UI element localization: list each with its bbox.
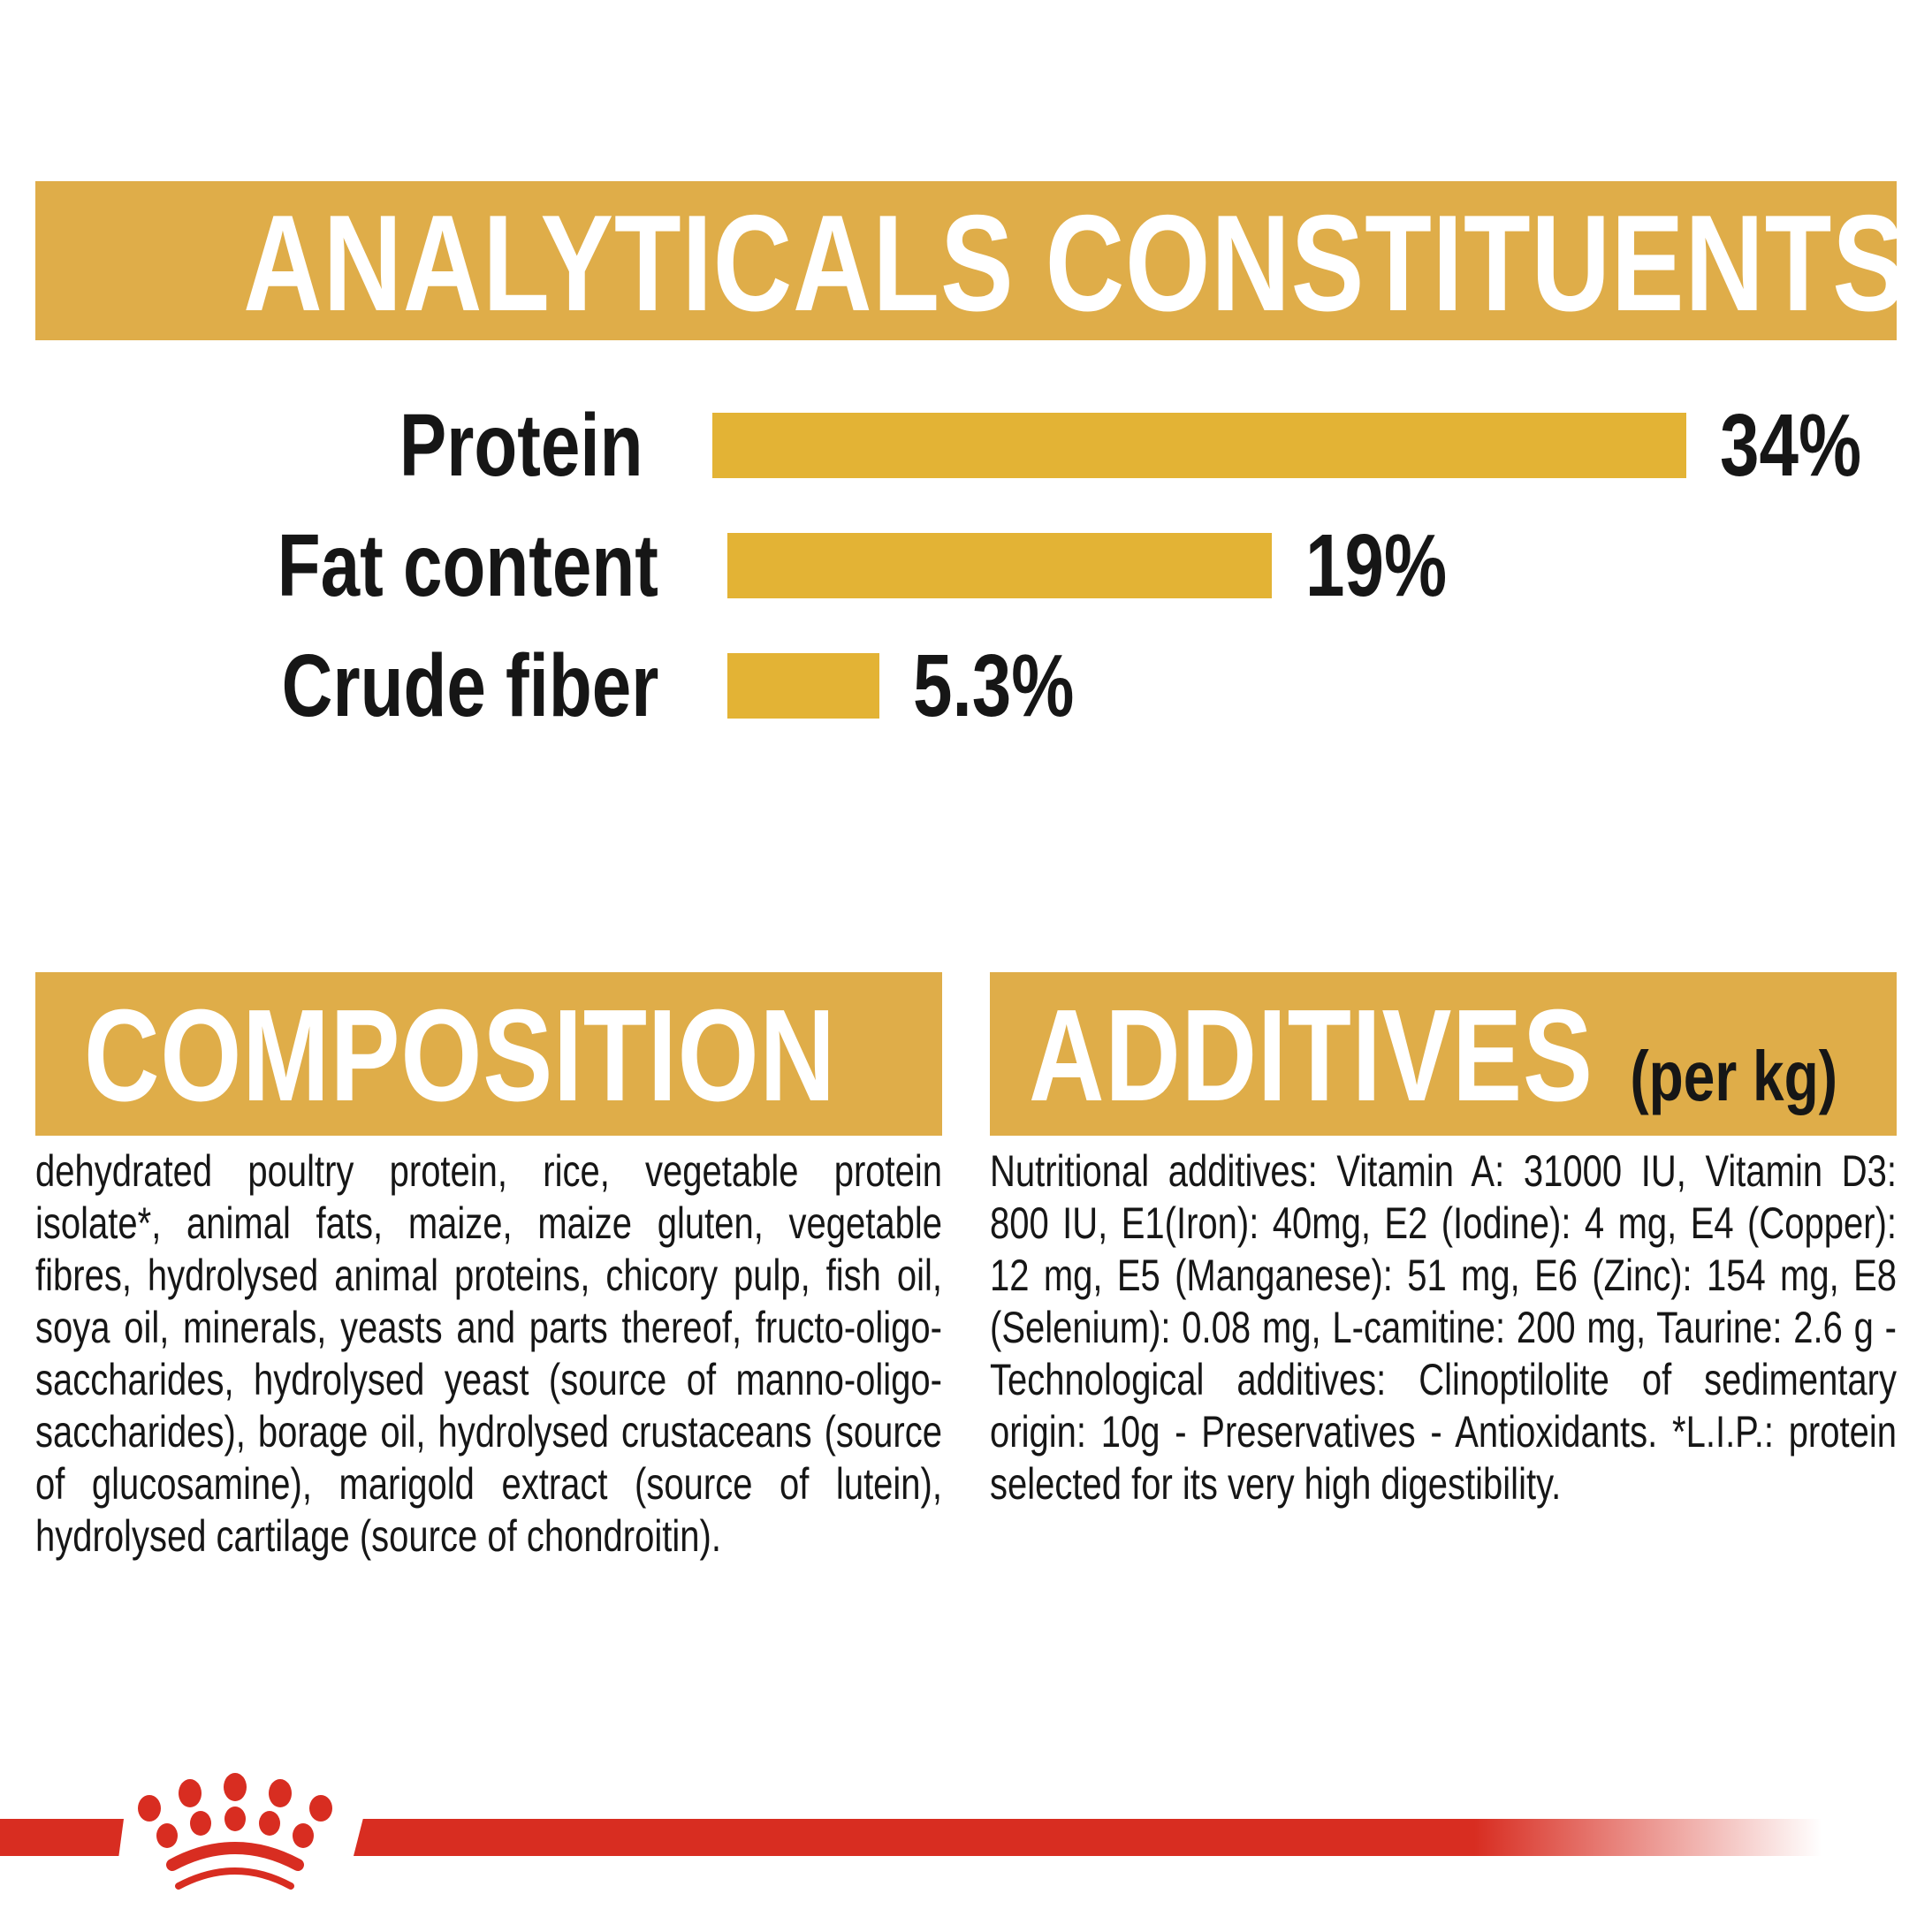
additives-text: Nutritional additives: Vitamin A: 31000 … bbox=[990, 1146, 1897, 1509]
bar-value-label: 19% bbox=[1305, 516, 1448, 615]
bar-track: 34% bbox=[711, 396, 1897, 495]
bar bbox=[727, 653, 879, 719]
bar-row: Crude fiber 5.3% bbox=[35, 636, 1897, 735]
bar-row: Protein 34% bbox=[35, 396, 1897, 495]
bar bbox=[711, 413, 1686, 478]
bar-value-label: 5.3% bbox=[913, 636, 1075, 735]
composition-title: COMPOSITION bbox=[84, 983, 836, 1129]
bar-value-label: 34% bbox=[1719, 396, 1861, 495]
composition-banner: COMPOSITION bbox=[35, 972, 942, 1136]
additives-banner: ADDITIVES (per kg) bbox=[990, 972, 1897, 1136]
analyticals-title: ANALYTICALS CONSTITUENTS bbox=[243, 186, 1906, 339]
bar bbox=[727, 533, 1272, 598]
analyticals-bar-chart: Protein 34% Fat content 19% Crude fiber 5.3% bbox=[35, 396, 1897, 773]
bar-category-label: Crude fiber bbox=[281, 636, 658, 735]
additives-paragraph: Nutritional additives: Vitamin A: 31000 … bbox=[990, 1145, 1897, 1510]
bar-track: 5.3% bbox=[727, 636, 1897, 735]
composition-text: dehydrated poultry protein, rice, vegeta… bbox=[35, 1146, 942, 1561]
bar-row: Fat content 19% bbox=[35, 516, 1897, 615]
composition-paragraph: dehydrated poultry protein, rice, vegeta… bbox=[35, 1145, 942, 1563]
additives-title-group: ADDITIVES (per kg) bbox=[990, 972, 1837, 1181]
bar-track: 19% bbox=[727, 516, 1897, 615]
royal-canin-crown-icon bbox=[138, 1773, 332, 1890]
red-divider-right bbox=[354, 1819, 1932, 1856]
additives-subtitle: (per kg) bbox=[1630, 1037, 1838, 1115]
analyticals-banner: ANALYTICALS CONSTITUENTS bbox=[35, 181, 1905, 340]
bar-category-label: Protein bbox=[399, 396, 643, 495]
additives-title: ADDITIVES bbox=[1029, 983, 1594, 1129]
bar-category-label: Fat content bbox=[277, 516, 658, 615]
red-divider-left bbox=[0, 1819, 124, 1856]
